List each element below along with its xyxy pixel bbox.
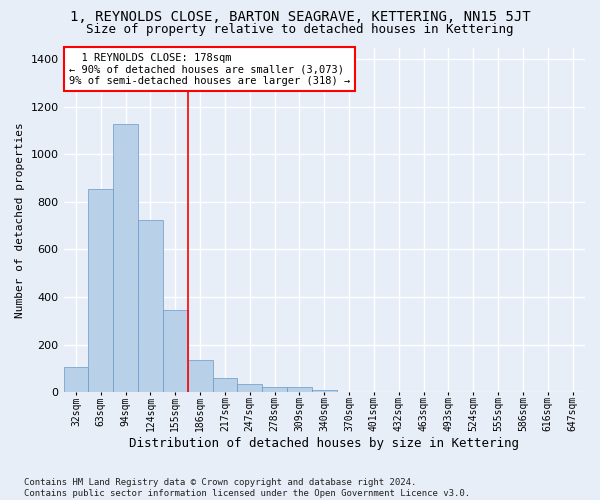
Bar (238, 384, 262, 392)
Text: 1 REYNOLDS CLOSE: 178sqm
← 90% of detached houses are smaller (3,073)
9% of semi: 1 REYNOLDS CLOSE: 178sqm ← 90% of detach… (69, 52, 350, 86)
Text: Size of property relative to detached houses in Kettering: Size of property relative to detached ho… (86, 22, 514, 36)
Bar (113, 124, 138, 392)
Text: 1, REYNOLDS CLOSE, BARTON SEAGRAVE, KETTERING, NN15 5JT: 1, REYNOLDS CLOSE, BARTON SEAGRAVE, KETT… (70, 10, 530, 24)
Bar (212, 378, 238, 392)
Bar (188, 360, 212, 392)
Bar (287, 388, 312, 392)
Bar (64, 367, 88, 392)
Bar (138, 220, 163, 392)
Bar (88, 189, 113, 392)
X-axis label: Distribution of detached houses by size in Kettering: Distribution of detached houses by size … (129, 437, 519, 450)
Text: Contains HM Land Registry data © Crown copyright and database right 2024.
Contai: Contains HM Land Registry data © Crown c… (24, 478, 470, 498)
Y-axis label: Number of detached properties: Number of detached properties (15, 122, 25, 318)
Bar (163, 310, 188, 392)
Bar (262, 388, 287, 392)
Bar (312, 390, 337, 392)
